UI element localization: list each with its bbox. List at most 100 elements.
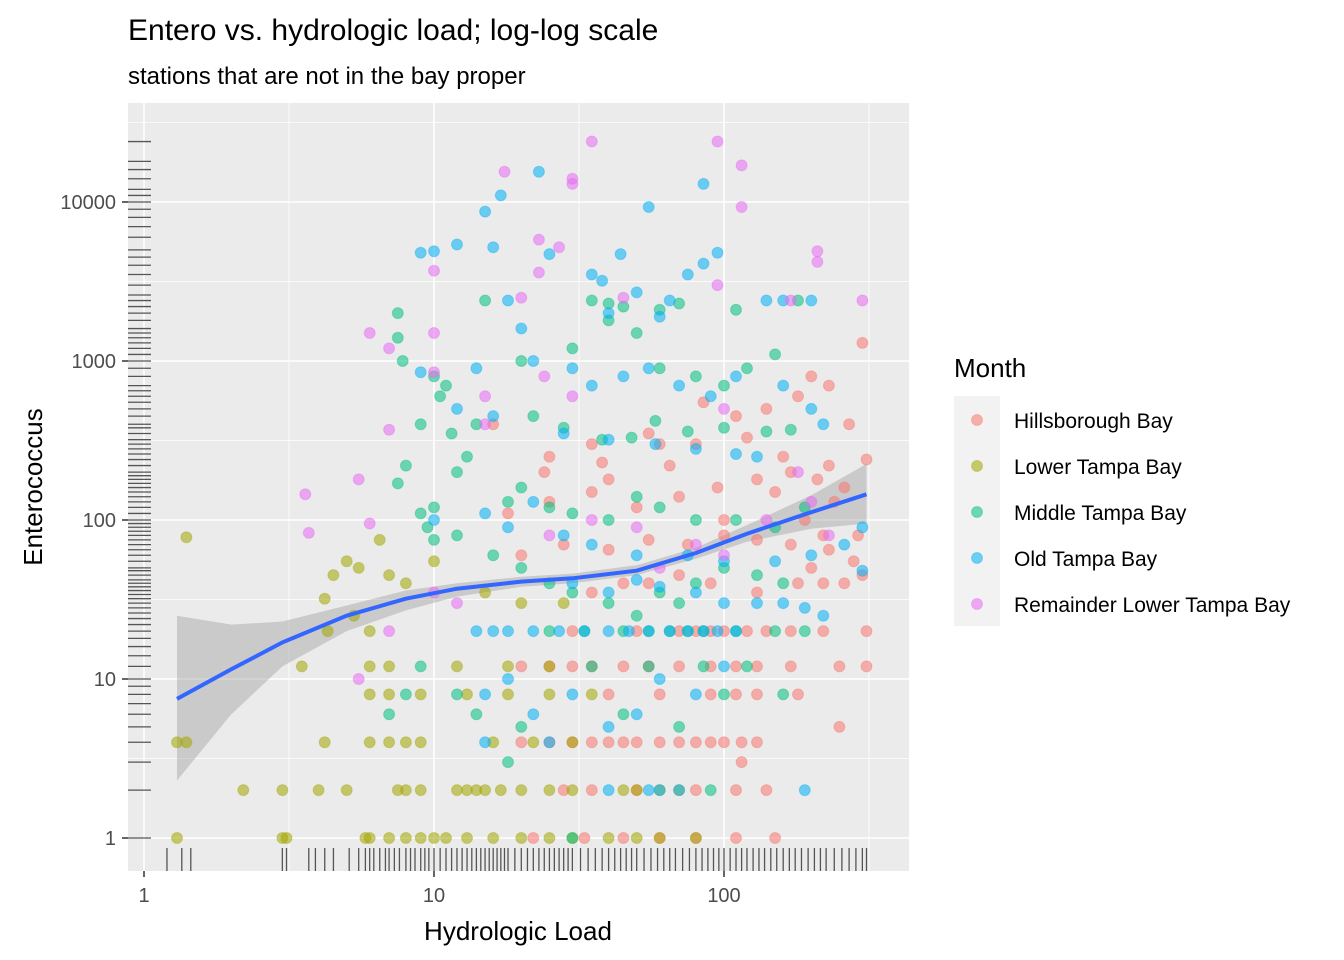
point-remainder-lower-tampa-bay bbox=[498, 165, 511, 178]
point-old-tampa-bay bbox=[487, 241, 500, 254]
point-old-tampa-bay bbox=[557, 529, 570, 542]
point-old-tampa-bay bbox=[451, 402, 463, 415]
point-old-tampa-bay bbox=[479, 205, 492, 218]
point-remainder-lower-tampa-bay bbox=[689, 538, 702, 551]
point-middle-tampa-bay bbox=[502, 756, 514, 769]
point-old-tampa-bay bbox=[527, 495, 540, 508]
smooth-line bbox=[176, 492, 868, 701]
legend-label: Hillsborough Bay bbox=[1014, 410, 1173, 433]
point-lower-tampa-bay bbox=[171, 832, 183, 844]
point-hillsborough-bay bbox=[822, 543, 835, 556]
point-hillsborough-bay bbox=[515, 549, 528, 562]
point-middle-tampa-bay bbox=[399, 688, 412, 701]
y-tick-label: 100 bbox=[83, 510, 116, 532]
point-old-tampa-bay bbox=[817, 609, 830, 622]
x-tick-label: 1 bbox=[138, 885, 149, 907]
point-middle-tampa-bay bbox=[515, 481, 528, 494]
point-old-tampa-bay bbox=[602, 784, 615, 797]
point-old-tampa-bay bbox=[681, 625, 694, 638]
point-old-tampa-bay bbox=[585, 379, 598, 392]
point-old-tampa-bay bbox=[566, 688, 579, 701]
legend-label: Lower Tampa Bay bbox=[1014, 456, 1182, 479]
point-remainder-lower-tampa-bay bbox=[617, 291, 630, 304]
point-old-tampa-bay bbox=[730, 448, 742, 460]
point-hillsborough-bay bbox=[751, 473, 763, 486]
point-middle-tampa-bay bbox=[681, 425, 694, 438]
point-lower-tampa-bay bbox=[494, 784, 507, 797]
point-remainder-lower-tampa-bay bbox=[630, 521, 643, 534]
point-lower-tampa-bay bbox=[414, 832, 427, 844]
point-old-tampa-bay bbox=[515, 322, 528, 335]
point-hillsborough-bay bbox=[704, 577, 717, 590]
point-middle-tampa-bay bbox=[642, 660, 655, 673]
point-hillsborough-bay bbox=[527, 832, 540, 844]
point-hillsborough-bay bbox=[822, 379, 835, 392]
point-remainder-lower-tampa-bay bbox=[711, 135, 724, 148]
point-hillsborough-bay bbox=[585, 784, 598, 797]
point-old-tampa-bay bbox=[697, 257, 710, 270]
point-lower-tampa-bay bbox=[689, 832, 702, 844]
point-middle-tampa-bay bbox=[515, 355, 528, 367]
point-hillsborough-bay bbox=[769, 832, 782, 844]
legend: Month Hillsborough Bay Lower Tampa Bay Mid… bbox=[954, 353, 1291, 626]
point-hillsborough-bay bbox=[689, 784, 702, 797]
point-old-tampa-bay bbox=[777, 379, 790, 392]
point-old-tampa-bay bbox=[602, 433, 615, 446]
point-old-tampa-bay bbox=[711, 625, 724, 638]
point-remainder-lower-tampa-bay bbox=[718, 402, 730, 415]
point-hillsborough-bay bbox=[673, 490, 686, 503]
point-hillsborough-bay bbox=[817, 577, 830, 590]
point-hillsborough-bay bbox=[602, 543, 615, 556]
point-lower-tampa-bay bbox=[543, 784, 556, 797]
point-hillsborough-bay bbox=[860, 453, 873, 466]
point-old-tampa-bay bbox=[487, 625, 500, 638]
point-hillsborough-bay bbox=[805, 561, 818, 574]
chart-title: Entero vs. hydrologic load; log-log scal… bbox=[128, 14, 658, 47]
point-remainder-lower-tampa-bay bbox=[451, 597, 463, 610]
chart-subtitle: stations that are not in the bay proper bbox=[128, 63, 526, 90]
point-middle-tampa-bay bbox=[414, 418, 427, 431]
point-hillsborough-bay bbox=[642, 427, 655, 440]
point-lower-tampa-bay bbox=[373, 533, 386, 546]
point-middle-tampa-bay bbox=[718, 421, 730, 434]
point-middle-tampa-bay bbox=[502, 495, 514, 508]
point-old-tampa-bay bbox=[798, 784, 811, 797]
point-hillsborough-bay bbox=[751, 688, 763, 701]
point-old-tampa-bay bbox=[614, 248, 627, 261]
y-axis-ticks: 1 10 100 1000 10000 bbox=[60, 192, 128, 850]
point-hillsborough-bay bbox=[784, 660, 797, 673]
point-middle-tampa-bay bbox=[718, 379, 730, 392]
legend-key-point bbox=[971, 414, 983, 426]
point-old-tampa-bay bbox=[553, 625, 566, 638]
point-hillsborough-bay bbox=[741, 431, 753, 444]
point-remainder-lower-tampa-bay bbox=[718, 549, 730, 562]
point-lower-tampa-bay bbox=[585, 688, 598, 701]
y-tick-label: 1000 bbox=[72, 351, 117, 373]
point-middle-tampa-bay bbox=[391, 331, 404, 344]
point-middle-tampa-bay bbox=[602, 597, 615, 610]
point-middle-tampa-bay bbox=[751, 569, 763, 582]
point-hillsborough-bay bbox=[838, 481, 851, 494]
point-hillsborough-bay bbox=[769, 486, 782, 498]
legend-key-point bbox=[971, 506, 983, 518]
point-hillsborough-bay bbox=[730, 410, 742, 423]
y-tick-label: 10000 bbox=[60, 192, 116, 214]
point-old-tampa-bay bbox=[532, 165, 545, 178]
point-old-tampa-bay bbox=[673, 379, 686, 392]
point-old-tampa-bay bbox=[451, 238, 463, 251]
point-middle-tampa-bay bbox=[428, 501, 440, 514]
point-old-tampa-bay bbox=[856, 521, 869, 534]
point-lower-tampa-bay bbox=[399, 736, 412, 749]
point-hillsborough-bay bbox=[805, 370, 818, 383]
point-old-tampa-bay bbox=[642, 784, 655, 797]
point-lower-tampa-bay bbox=[276, 784, 289, 797]
y-tick-label: 10 bbox=[94, 669, 116, 691]
legend-label: Old Tampa Bay bbox=[1014, 548, 1158, 571]
point-hillsborough-bay bbox=[833, 720, 846, 733]
point-middle-tampa-bay bbox=[461, 450, 473, 463]
point-remainder-lower-tampa-bay bbox=[822, 529, 835, 542]
x-tick-label: 100 bbox=[707, 885, 740, 907]
point-hillsborough-bay bbox=[822, 459, 835, 472]
point-old-tampa-bay bbox=[585, 538, 598, 551]
point-lower-tampa-bay bbox=[653, 832, 666, 844]
